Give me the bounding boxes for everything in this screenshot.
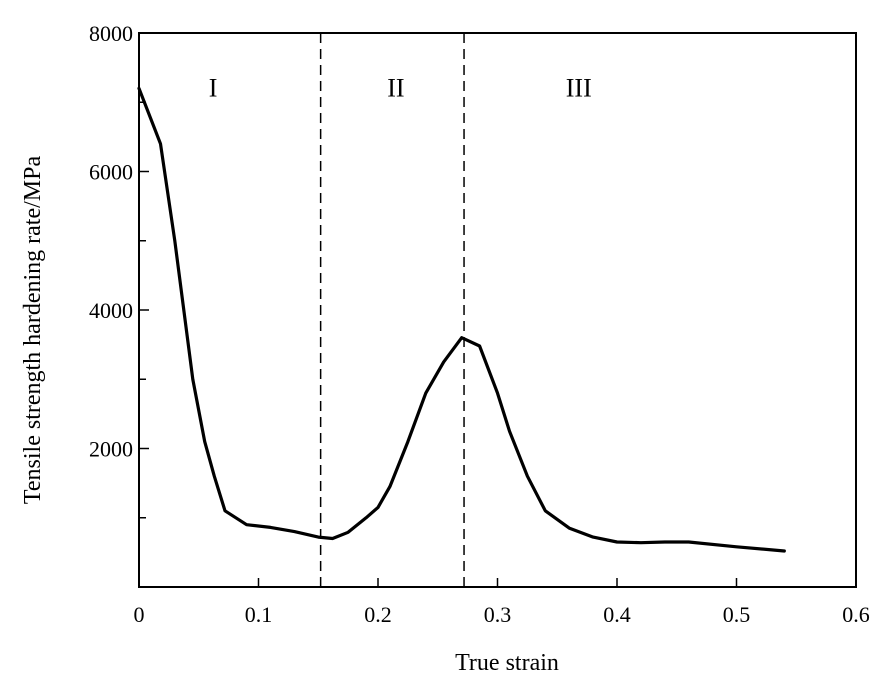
x-tick-label: 0 [134,602,145,627]
x-tick-label: 0.6 [842,602,870,627]
x-tick-label: 0.3 [484,602,512,627]
y-tick-label: 2000 [89,437,133,462]
y-tick-label: 6000 [89,160,133,185]
region-label: II [387,73,404,102]
x-tick-label: 0.1 [245,602,273,627]
y-tick-label: 8000 [89,21,133,46]
x-tick-label: 0.4 [603,602,631,627]
region-labels: I II III [209,73,592,102]
series-layer [137,86,786,553]
region-dividers [319,33,465,587]
hardening-rate-curve [137,86,786,553]
region-label: III [566,73,592,102]
plot-border [138,32,857,588]
ticks-layer: 0 0.1 0.2 0.3 0.4 0.5 0.6 2000 4000 6000 8000 [89,21,870,627]
x-axis-title: True strain [455,650,559,676]
y-axis-title: Tensile strength hardening rate/MPa [20,156,46,505]
x-tick-label: 0.2 [364,602,392,627]
plot-frame [138,32,857,588]
y-tick-label: 4000 [89,298,133,323]
region-label: I [209,73,218,102]
x-tick-label: 0.5 [723,602,751,627]
